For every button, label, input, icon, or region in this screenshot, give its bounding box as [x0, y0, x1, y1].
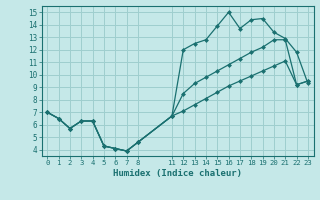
- X-axis label: Humidex (Indice chaleur): Humidex (Indice chaleur): [113, 169, 242, 178]
